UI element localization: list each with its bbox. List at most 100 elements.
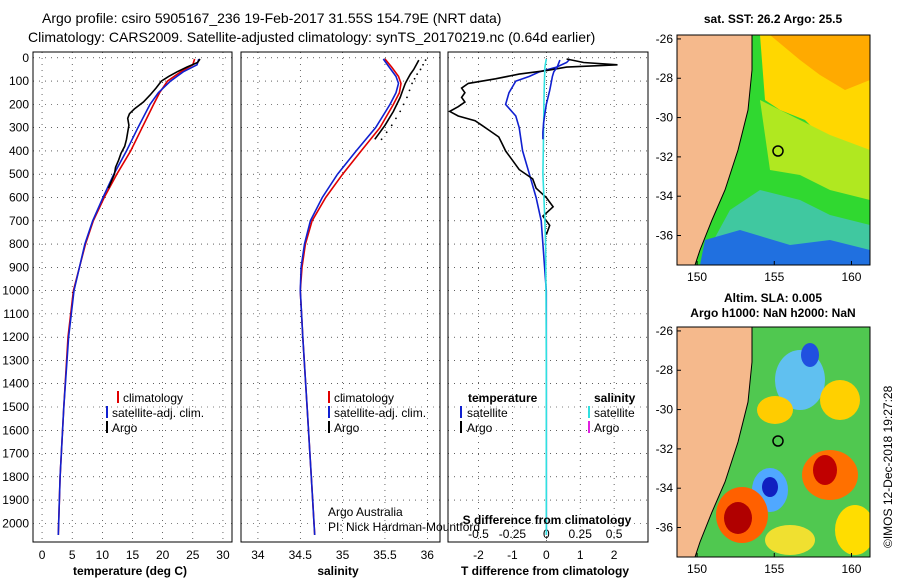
series-salinity-satellite [542,58,548,535]
map-y-tick-label: -36 [656,521,674,535]
depth-tick-label: 1400 [2,377,29,391]
series-temperature-argo [448,58,618,235]
x-tick-label: 5 [69,548,76,562]
depth-tick-label: 1200 [2,330,29,344]
legend-s-satellite: satellite [594,406,635,420]
depth-tick-label: 100 [9,74,29,88]
map-y-tick-label: -28 [656,363,674,377]
legend-salinity-title: salinity [594,391,636,405]
map-y-tick-label: -32 [656,442,674,456]
x-tick-label: 0 [543,548,550,562]
x-tick-label: -1 [507,548,518,562]
legend-t-satellite-swatch [460,406,462,418]
depth-tick-label: 300 [9,121,29,135]
sla-map [676,326,871,558]
argo-point [406,96,408,99]
legend-t-argo-swatch [460,421,462,433]
legend-t-satellite: satellite [467,406,508,420]
legend-s-argo-swatch [588,421,590,433]
legend-argo-swatch [328,421,330,433]
legend-satellite-swatch [106,406,108,418]
x-tick-label: 25 [186,548,200,562]
sla-map-ticks: 150 155 160 -26 -28 -30 -32 -34 -36 [656,324,862,576]
depth-tick-label: 1600 [2,423,29,437]
map-y-tick-label: -36 [656,229,674,243]
depth-tick-label: 500 [9,167,29,181]
sst-warmest-region [770,35,870,90]
salinity-axis-label: salinity [317,564,359,578]
sla-high-anomaly [820,380,860,420]
depth-tick-label: 900 [9,260,29,274]
x-tick-label: 36 [421,548,435,562]
x-top-tick-label: 0.5 [606,527,623,541]
temperature-panel-frame [32,51,233,543]
x-tick-label: 1 [577,548,584,562]
depth-tick-label: 1900 [2,493,29,507]
sla-high-anomaly [835,505,870,555]
map-x-tick-label: 150 [687,270,707,284]
sla-map-frame [676,326,871,558]
argo-point [411,82,413,85]
x-tick-label: 2 [611,548,618,562]
map-y-tick-label: -30 [656,111,674,125]
sla-argo-float-marker [772,435,784,447]
series-salinity-argo [542,59,561,140]
argo-point [408,89,411,92]
series-temperature-satellite [504,58,571,535]
depth-tick-label: 1700 [2,447,29,461]
series-climatology [299,58,402,536]
argo-point [424,59,427,62]
figure-title-line1: Argo profile: csiro 5905167_236 19-Feb-2… [42,10,501,26]
sla-high-anomaly [757,396,793,424]
temperature-axis-label: temperature (deg C) [73,564,187,578]
difference-legend: temperature satellite Argo salinity sate… [460,391,636,435]
legend-argo: Argo [112,421,138,435]
series-climatology [57,58,196,536]
map-x-tick-label: 160 [841,270,861,284]
x-tick-label: 15 [126,548,140,562]
legend-argo: Argo [334,421,360,435]
depth-tick-label: 0 [22,51,29,65]
map-y-tick-label: -32 [656,150,674,164]
depth-tick-label: 600 [9,190,29,204]
x-tick-label: -2 [473,548,484,562]
s-difference-axis-label: S difference from climatology [463,513,632,527]
depth-tick-label: 2000 [2,516,29,530]
sst-cold-region [700,230,870,265]
legend-s-satellite-swatch [588,406,590,418]
legend-climatology: climatology [123,391,183,405]
sla-high-core [724,502,752,534]
map-y-tick-label: -28 [656,71,674,85]
series-argo [107,58,201,189]
x-tick-label: 35.5 [373,548,397,562]
sst-map-ticks: 150 155 160 -26 -28 -30 -32 -34 -36 [656,32,862,284]
sst-argo-float-marker [772,145,784,157]
salinity-legend: climatology satellite-adj. clim. Argo [328,391,426,435]
x-tick-label: 35 [336,548,350,562]
sla-map-title-line1: Altim. SLA: 0.005 [724,291,822,305]
depth-tick-label: 1100 [3,307,29,321]
profile-lines [57,58,618,536]
legend-climatology: climatology [334,391,394,405]
x-tick-label: 10 [96,548,110,562]
difference-panel-frame [447,51,649,543]
sst-land [677,35,753,265]
figure-title-line2: Climatology: CARS2009. Satellite-adjuste… [28,29,595,45]
x-tick-label: 30 [216,548,230,562]
legend-satellite-swatch [328,406,330,418]
argo-point [399,110,402,113]
map-y-tick-label: -34 [656,481,674,495]
depth-tick-label: 1300 [2,353,29,367]
series-argo [374,59,420,140]
sla-land [677,327,753,557]
depth-tick-label: 1800 [2,470,29,484]
argo-point [422,63,424,66]
x-tick-label: 34 [251,548,265,562]
sst-map-frame [676,34,871,266]
x-top-tick-label: 0.25 [569,527,593,541]
depth-tick-label: 400 [9,144,29,158]
x-top-tick-label: -0.5 [468,527,489,541]
depth-grid [33,52,648,542]
argo-point [390,124,393,127]
argo-point [413,77,416,80]
